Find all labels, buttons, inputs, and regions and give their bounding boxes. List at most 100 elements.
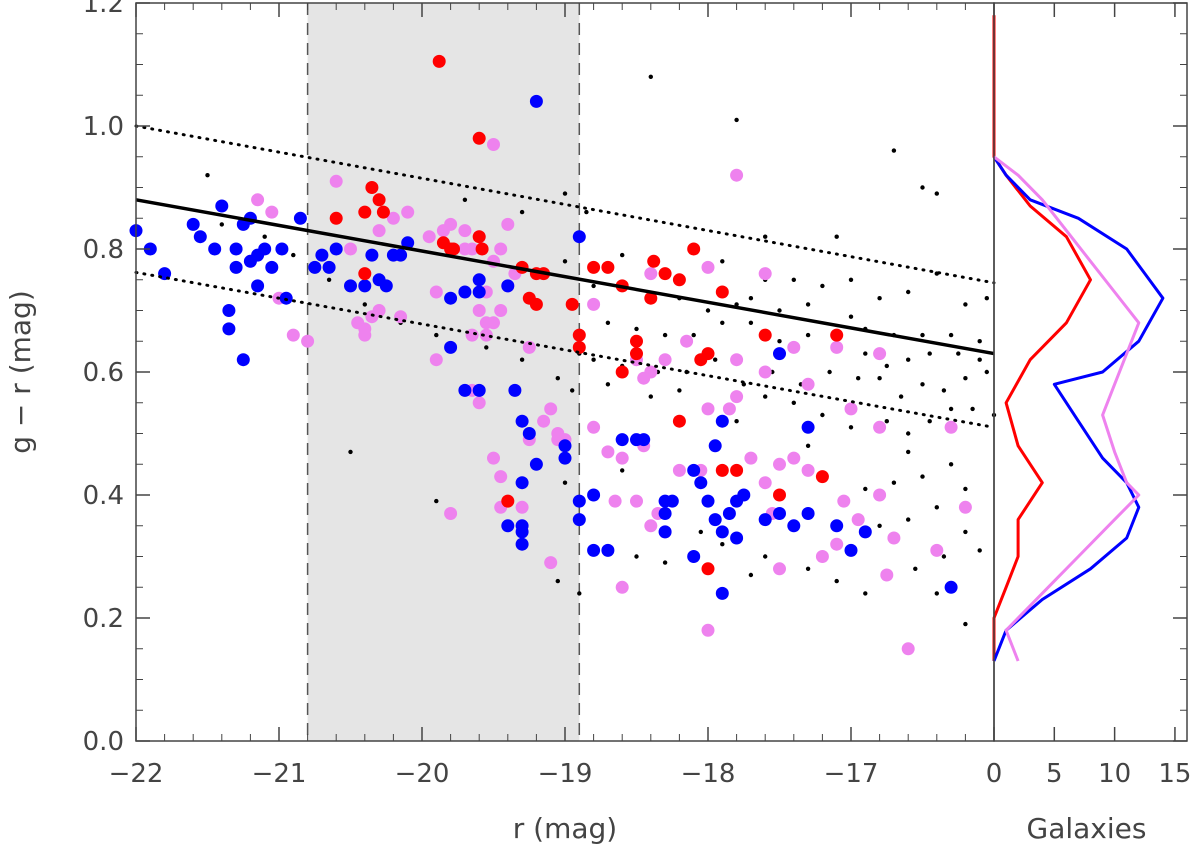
blue-galaxies-point — [708, 439, 722, 453]
field-galaxies-point — [927, 419, 932, 424]
field-galaxies-point — [720, 320, 725, 325]
blue-galaxies-point — [344, 279, 357, 293]
field-galaxies-point — [848, 277, 854, 282]
histogram-x-axis-title: Galaxies — [1027, 812, 1147, 845]
red-galaxies-point — [630, 347, 643, 361]
blue-galaxies-series — [129, 94, 958, 600]
blue-galaxies-point — [458, 285, 472, 299]
y-tick-label: 0.8 — [83, 235, 124, 265]
field-galaxies-point — [920, 185, 925, 190]
pink-galaxies-point — [930, 543, 944, 557]
blue-galaxies-point — [265, 260, 279, 274]
histogram-x-tick-label: 5 — [1046, 759, 1063, 789]
blue-galaxies-point — [394, 248, 408, 262]
pink-galaxies-point — [730, 353, 744, 367]
pink-galaxies-point — [630, 494, 643, 508]
field-galaxies-point — [805, 302, 811, 307]
field-galaxies-point — [906, 449, 911, 455]
field-galaxies-point — [963, 529, 968, 535]
pink-galaxies-point — [701, 260, 715, 274]
pink-galaxies-point — [658, 353, 672, 367]
field-galaxies-point — [970, 406, 975, 412]
field-galaxies-point — [484, 345, 489, 350]
red-galaxies-point — [358, 267, 372, 281]
blue-galaxies-point — [315, 248, 329, 262]
blue-galaxies-point — [508, 383, 522, 397]
blue-galaxies-point — [208, 242, 222, 256]
field-galaxies-point — [805, 566, 811, 571]
pink-galaxies-point — [958, 500, 972, 514]
blue-galaxies-point — [558, 439, 572, 453]
blue-galaxies-point — [722, 507, 736, 520]
field-galaxies-point — [763, 554, 768, 559]
blue-galaxies-point — [186, 217, 200, 231]
field-galaxies-point — [562, 259, 568, 264]
pink-galaxies-point — [644, 267, 658, 281]
blue-galaxies-point — [737, 488, 751, 502]
field-galaxies-point — [519, 209, 525, 215]
field-galaxies-point — [963, 302, 968, 307]
pink-galaxies-point — [830, 340, 844, 354]
blue-galaxies-point — [665, 494, 679, 508]
pink-galaxies-point — [701, 402, 715, 416]
blue-galaxies-point — [694, 476, 708, 490]
pink-histogram-line — [993, 155, 1141, 662]
field-galaxies-point — [963, 621, 968, 627]
red-galaxies-point — [715, 285, 729, 299]
field-galaxies-point — [827, 369, 832, 375]
pink-galaxies-point — [522, 340, 536, 354]
pink-galaxies-point — [730, 168, 744, 182]
blue-galaxies-point — [222, 322, 236, 336]
scatter-points — [129, 54, 997, 656]
pink-galaxies-point — [587, 297, 601, 311]
red-galaxies-point — [587, 260, 601, 274]
pink-galaxies-point — [880, 568, 894, 582]
pink-galaxies-point — [429, 285, 443, 299]
blue-galaxies-point — [515, 525, 529, 539]
blue-galaxies-point — [501, 519, 515, 533]
pink-galaxies-point — [251, 193, 265, 207]
blue-galaxies-point — [358, 279, 372, 293]
pink-galaxies-point — [830, 537, 844, 551]
reference-lines — [134, 124, 996, 429]
field-galaxies-point — [577, 591, 582, 596]
field-galaxies-point — [462, 197, 468, 202]
histogram-panel: 0 5 10 15 — [986, 2, 1191, 789]
blue-galaxies-point — [444, 291, 458, 305]
field-galaxies-point — [956, 351, 961, 356]
pink-galaxies-point — [401, 205, 415, 219]
blue-histogram-line — [992, 155, 1165, 662]
red-galaxies-point — [644, 291, 658, 305]
pink-galaxies-point — [479, 328, 493, 342]
blue-galaxies-point — [293, 211, 307, 225]
blue-galaxies-point — [587, 543, 601, 557]
red-galaxies-point — [475, 242, 489, 256]
field-galaxies-point — [791, 277, 796, 282]
blue-galaxies-point — [572, 513, 586, 527]
field-galaxies-point — [605, 320, 611, 325]
field-galaxies-point — [591, 357, 596, 362]
pink-galaxies-point — [487, 138, 500, 151]
red-galaxies-point — [472, 131, 486, 145]
field-galaxies-point — [748, 320, 754, 325]
field-galaxies-point — [977, 339, 982, 344]
pink-galaxies-point — [494, 304, 508, 317]
red-galaxies-point — [376, 205, 390, 219]
pink-galaxies-point — [815, 550, 829, 563]
red-galaxies-point — [432, 54, 446, 68]
red-galaxies-point — [565, 297, 579, 311]
pink-galaxies-point — [436, 224, 450, 238]
field-galaxies-point — [219, 222, 224, 227]
red-galaxies-point — [358, 205, 372, 219]
pink-galaxies-point — [458, 224, 472, 238]
pink-galaxies-point — [587, 420, 601, 434]
blue-galaxies-point — [322, 260, 336, 274]
field-galaxies-point — [748, 296, 754, 301]
field-galaxies-point — [884, 419, 889, 424]
x-axis-title: r (mag) — [513, 812, 617, 845]
pink-galaxies-point — [344, 242, 357, 256]
blue-galaxies-point — [773, 347, 786, 361]
x-tick-label: −21 — [252, 759, 307, 789]
field-galaxies-point — [984, 296, 989, 301]
pink-galaxies-point — [801, 377, 815, 391]
